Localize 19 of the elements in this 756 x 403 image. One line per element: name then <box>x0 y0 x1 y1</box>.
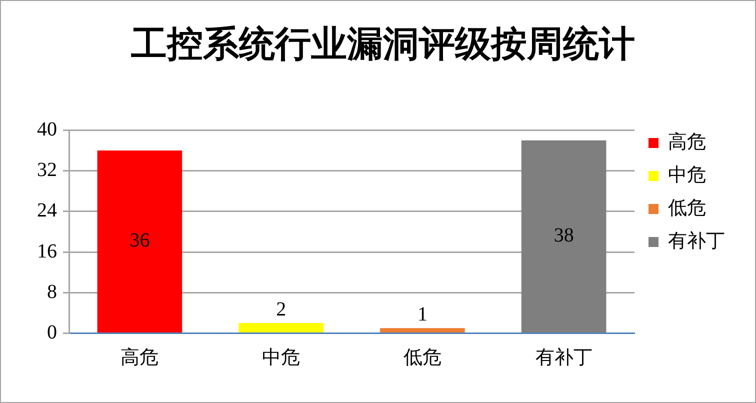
legend-label: 有补丁 <box>668 230 725 252</box>
legend-label: 中危 <box>668 164 706 186</box>
x-tick-label: 中危 <box>262 346 300 369</box>
y-tick-label: 8 <box>47 280 57 303</box>
legend-label: 高危 <box>668 130 706 153</box>
y-tick-label: 0 <box>47 321 57 344</box>
x-tick-label: 低危 <box>403 346 442 369</box>
data-label: 2 <box>276 298 286 320</box>
x-tick-label: 有补丁 <box>535 346 592 369</box>
data-label: 36 <box>130 230 150 252</box>
y-tick-label: 32 <box>37 159 57 182</box>
y-tick-label: 40 <box>37 118 57 140</box>
legend-label: 低危 <box>668 196 706 219</box>
y-tick-label: 24 <box>37 200 57 222</box>
x-tick-label: 高危 <box>120 346 159 369</box>
data-label: 38 <box>554 224 574 247</box>
chart-title: 工控系统行业漏洞评级按周统计 <box>131 24 635 65</box>
data-label: 1 <box>417 303 428 326</box>
y-tick-label: 16 <box>37 240 57 262</box>
